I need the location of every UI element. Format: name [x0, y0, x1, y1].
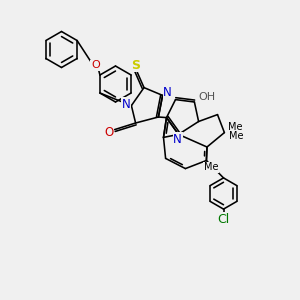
Text: Me: Me — [228, 122, 242, 132]
Text: N: N — [163, 86, 172, 100]
Text: N: N — [122, 98, 131, 111]
Text: O: O — [91, 60, 100, 70]
Text: S: S — [131, 58, 140, 72]
Text: Cl: Cl — [218, 213, 230, 226]
Text: O: O — [105, 125, 114, 139]
Text: N: N — [173, 133, 182, 146]
Text: Me: Me — [229, 131, 243, 141]
Text: Me: Me — [204, 162, 218, 172]
Text: OH: OH — [198, 92, 216, 103]
